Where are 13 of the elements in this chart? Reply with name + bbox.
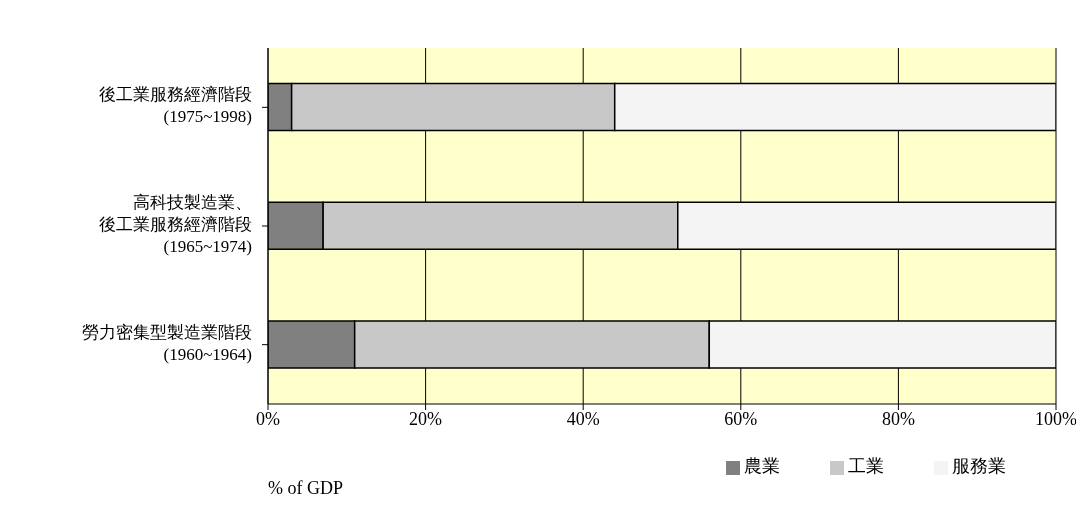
y-tick-label: 勞力密集型製造業階段 (1960~1964) bbox=[82, 322, 252, 364]
x-tick-label: 100% bbox=[1035, 408, 1077, 429]
x-tick-label: 60% bbox=[724, 408, 758, 429]
y-tick-label: 高科技製造業、後工業服務經濟階段 (1965~1974) bbox=[99, 192, 252, 256]
x-tick-label: 20% bbox=[409, 408, 443, 429]
x-tick-label: 40% bbox=[566, 408, 600, 429]
x-tick-label: 80% bbox=[881, 408, 915, 429]
x-axis-title: % of GDP bbox=[268, 478, 343, 499]
legend-label: 農業 bbox=[744, 456, 780, 476]
legend-label: 工業 bbox=[848, 456, 884, 476]
y-tick-label: 後工業服務經濟階段 (1975~1998) bbox=[99, 85, 252, 127]
x-tick-label: 0% bbox=[256, 408, 280, 429]
legend-label: 服務業 bbox=[952, 456, 1006, 476]
